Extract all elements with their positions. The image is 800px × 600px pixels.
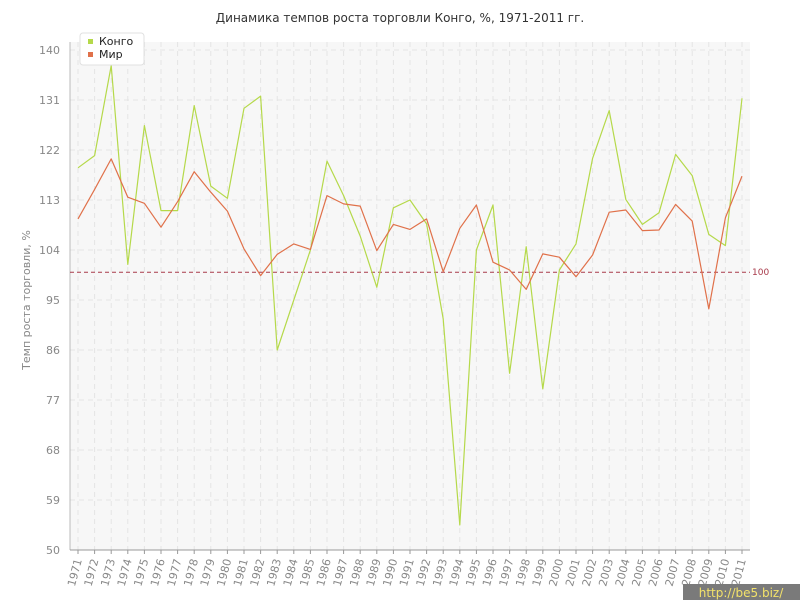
y-tick-label: 131 (39, 94, 60, 107)
watermark[interactable]: http://be5.biz/ (683, 584, 800, 600)
y-tick-label: 113 (39, 194, 60, 207)
y-tick-label: 59 (46, 494, 60, 507)
y-tick-label: 68 (46, 444, 60, 457)
grid (70, 42, 750, 550)
y-tick-label: 86 (46, 344, 60, 357)
watermark-link[interactable]: http://be5.biz/ (699, 586, 784, 600)
series-lines (77, 64, 743, 526)
y-tick-label: 104 (39, 244, 60, 257)
legend-swatch (88, 39, 93, 44)
legend-item-label: Конго (99, 35, 134, 48)
legend-item-label: Мир (99, 48, 123, 61)
series-line-congo (77, 64, 743, 526)
series-line-world (77, 158, 743, 310)
y-tick-label: 122 (39, 144, 60, 157)
y-tick-label: 140 (39, 44, 60, 57)
y-tick-label: 77 (46, 394, 60, 407)
y-tick-label: 50 (46, 544, 60, 557)
legend-swatch (88, 52, 93, 57)
reference-line-group: 100 (70, 268, 769, 278)
legend-box (79, 32, 145, 66)
y-tick-label: 95 (46, 294, 60, 307)
watermark-background (683, 584, 800, 600)
y-axis-label: Темп роста торговли, % (20, 230, 33, 371)
reference-line-label: 100 (752, 268, 769, 278)
chart-title: Динамика темпов роста торговли Конго, %,… (216, 11, 584, 25)
